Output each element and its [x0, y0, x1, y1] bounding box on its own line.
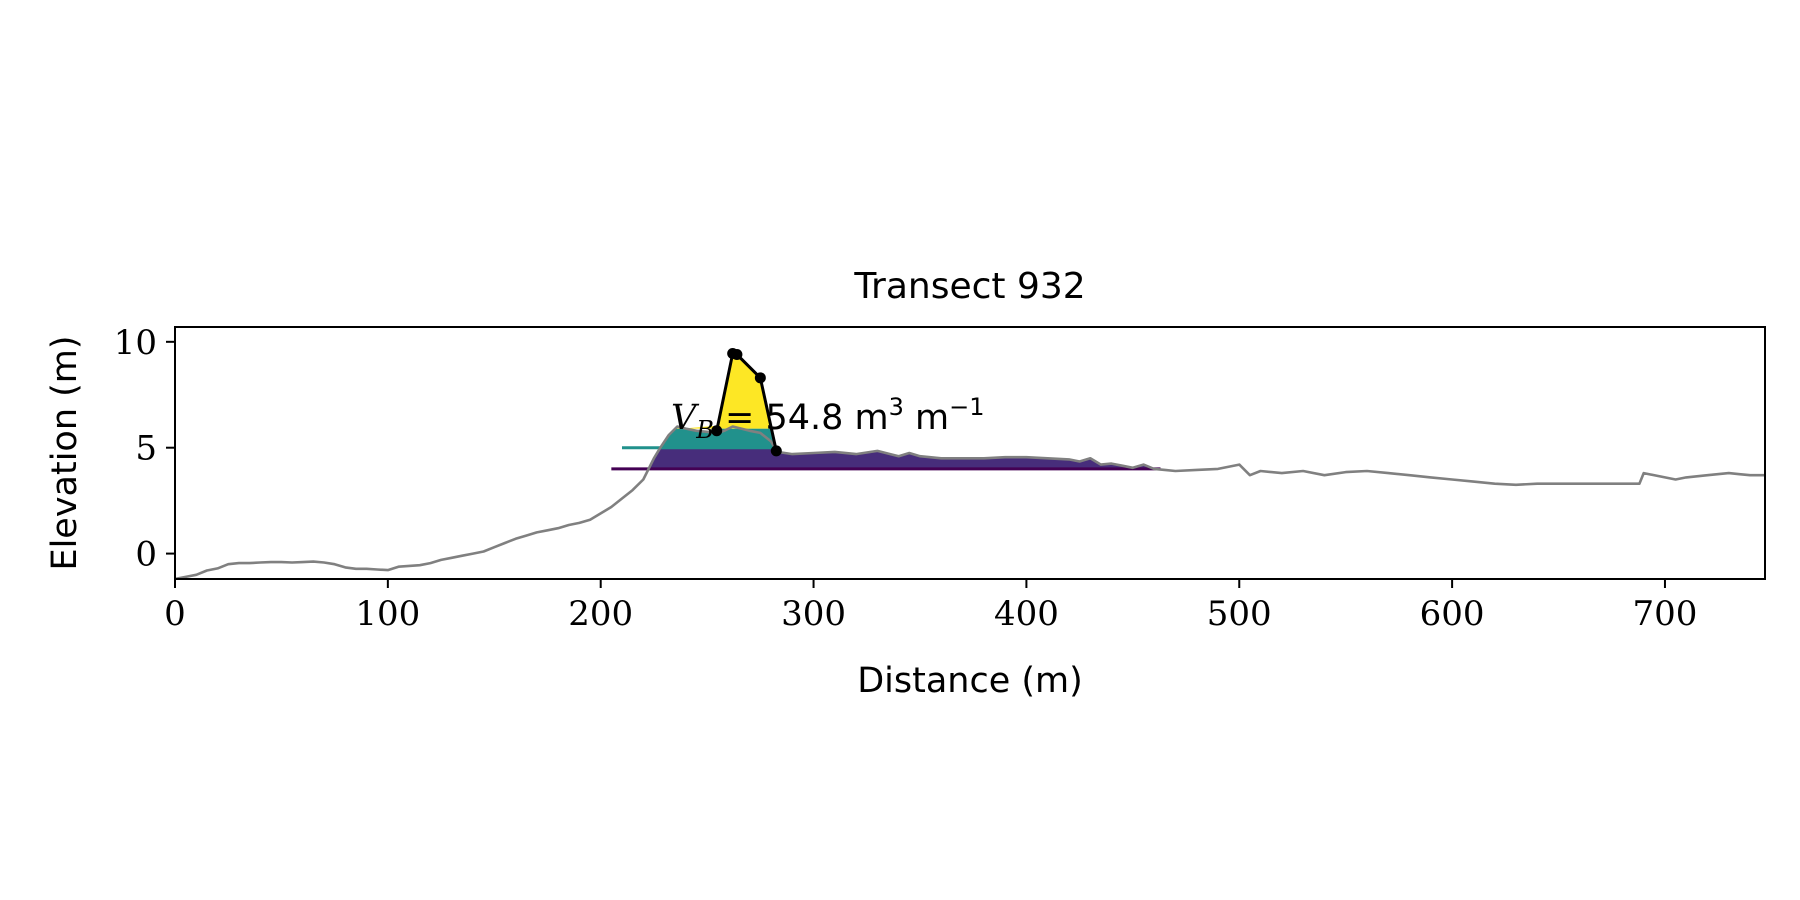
y-tick-label: 0 [135, 535, 157, 575]
x-tick-label: 400 [994, 594, 1059, 634]
y-tick-label: 5 [135, 429, 157, 469]
dune-point [754, 372, 766, 384]
profile-line [175, 425, 1765, 579]
profile-series [175, 425, 1765, 579]
level-lines [611, 446, 1161, 471]
volume-annotation: VB = 54.8 m3 m−1 [671, 393, 985, 444]
dune-point [731, 349, 743, 361]
y-axis: 0 5 10 [114, 323, 175, 575]
region-fill [649, 447, 1154, 469]
dune-point [711, 425, 723, 437]
x-tick-label: 200 [568, 594, 633, 634]
x-tick-label: 100 [355, 594, 420, 634]
region-fill [676, 353, 771, 429]
x-tick-label: 0 [164, 594, 186, 634]
x-axis-label: Distance (m) [857, 661, 1083, 701]
x-tick-label: 300 [781, 594, 846, 634]
x-axis: 0 100 200 300 400 500 600 700 [164, 579, 1697, 634]
y-axis-label: Elevation (m) [45, 335, 85, 570]
x-tick-label: 700 [1633, 594, 1698, 634]
dune-series [711, 347, 782, 457]
plot-frame [174, 326, 1766, 580]
y-tick-label: 10 [114, 323, 157, 363]
x-tick-label: 600 [1420, 594, 1485, 634]
region-fill [661, 428, 776, 448]
dune-point [770, 445, 782, 457]
chart-title: Transect 932 [853, 266, 1085, 307]
x-tick-label: 500 [1207, 594, 1272, 634]
plot-area [175, 347, 1765, 579]
